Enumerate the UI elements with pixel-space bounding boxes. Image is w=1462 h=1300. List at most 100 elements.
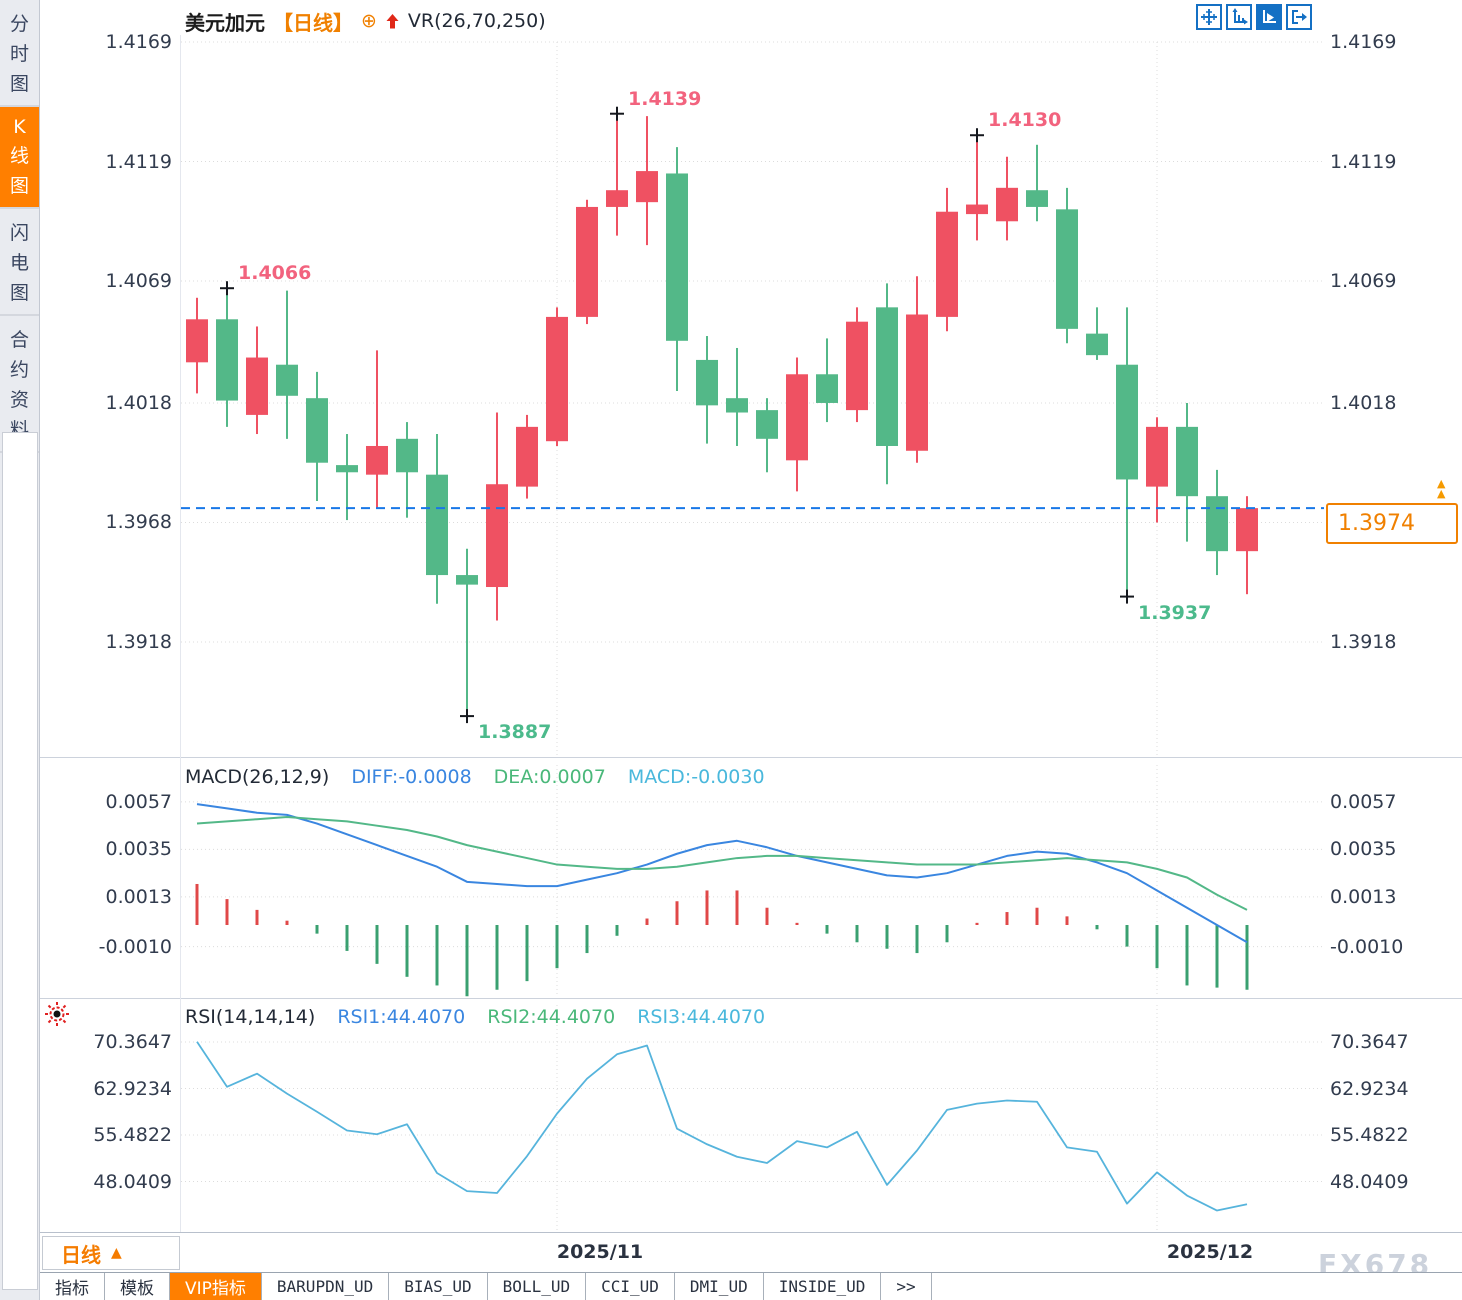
pan-right-icon[interactable] bbox=[1286, 4, 1312, 30]
candle bbox=[186, 319, 208, 363]
macd-axis-label-right: -0.0010 bbox=[1330, 935, 1404, 958]
candle bbox=[576, 206, 598, 317]
macd-diff-value: DIFF:-0.0008 bbox=[351, 766, 472, 788]
rsi-axis-label-left: 48.0409 bbox=[93, 1170, 172, 1193]
bottom-tab--[interactable]: >> bbox=[881, 1273, 932, 1300]
candle bbox=[1116, 364, 1138, 480]
bottom-tab-指标[interactable]: 指标 bbox=[40, 1273, 105, 1300]
price-axis-label-right: 1.4169 bbox=[1330, 31, 1397, 53]
candle bbox=[936, 211, 958, 317]
extreme-price-label-high: 1.4139 bbox=[628, 87, 702, 110]
sidebar-tab-char: 线 bbox=[9, 145, 29, 167]
red-up-arrow-icon bbox=[385, 13, 400, 30]
period-label[interactable]: 日线 bbox=[61, 1242, 101, 1267]
candle bbox=[486, 484, 508, 588]
timeframe-badge[interactable]: 【日线】 bbox=[273, 10, 353, 35]
bottom-tab-vip指标[interactable]: VIP指标 bbox=[170, 1273, 262, 1300]
sidebar-tab-char: 约 bbox=[9, 359, 29, 381]
period-arrow-icon[interactable]: ▲ bbox=[111, 1245, 122, 1261]
candle bbox=[546, 316, 568, 442]
bottom-tab-模板[interactable]: 模板 bbox=[105, 1273, 170, 1300]
sidebar-tab-char: 时 bbox=[9, 43, 29, 65]
macd-axis-label-left: 0.0057 bbox=[105, 790, 172, 813]
rsi-axis-label-left: 70.3647 bbox=[93, 1031, 172, 1053]
auto-scroll-icon[interactable] bbox=[1256, 4, 1282, 30]
period-selector[interactable]: 日线 ▲ bbox=[42, 1236, 180, 1270]
sidebar-tab-char: 资 bbox=[9, 389, 29, 411]
sidebar-tab-char: 分 bbox=[9, 13, 29, 35]
macd-title[interactable]: MACD(26,12,9) bbox=[185, 766, 330, 788]
candle bbox=[1146, 426, 1168, 487]
sidebar-tab-char: 电 bbox=[9, 252, 29, 274]
rsi-axis-label-right: 55.4822 bbox=[1330, 1124, 1409, 1146]
rsi-title[interactable]: RSI(14,14,14) bbox=[185, 1006, 316, 1028]
sidebar-tab-char: 闪 bbox=[9, 222, 29, 244]
candle bbox=[846, 321, 868, 411]
axis-scale-icon[interactable] bbox=[1226, 4, 1252, 30]
sidebar-tab-char: 图 bbox=[9, 175, 29, 197]
sidebar-tab-char: 图 bbox=[9, 73, 29, 95]
macd-axis-label-right: 0.0013 bbox=[1330, 885, 1397, 908]
rsi-header: RSI(14,14,14) RSI1:44.4070 RSI2:44.4070 … bbox=[185, 1006, 765, 1030]
price-axis-label-right: 1.3918 bbox=[1330, 631, 1397, 653]
candle bbox=[366, 445, 388, 475]
sidebar-tab-char: 图 bbox=[9, 282, 29, 304]
candle bbox=[1026, 190, 1048, 207]
chart-header: 美元加元 【日线】 ⊕ VR(26,70,250) bbox=[185, 8, 546, 35]
price-axis-label-left: 1.3968 bbox=[105, 511, 172, 534]
candle bbox=[606, 190, 628, 207]
time-axis-label: 2025/11 bbox=[556, 1241, 644, 1263]
rsi-axis-label-right: 70.3647 bbox=[1330, 1031, 1409, 1053]
candle bbox=[816, 374, 838, 403]
last-price-tag: 1.3974 bbox=[1326, 503, 1458, 544]
rsi-axis-label-right: 48.0409 bbox=[1330, 1170, 1409, 1193]
candle bbox=[906, 314, 928, 451]
macd-axis-label-right: 0.0035 bbox=[1330, 838, 1397, 861]
extreme-price-label-high: 1.4130 bbox=[988, 109, 1062, 132]
time-axis-label: 2025/12 bbox=[1166, 1241, 1254, 1263]
symbol-title: 美元加元 bbox=[185, 10, 265, 35]
macd-axis-label-left: 0.0013 bbox=[105, 885, 172, 908]
candle bbox=[996, 187, 1018, 222]
rsi3-value: RSI3:44.4070 bbox=[637, 1006, 766, 1028]
rsi1-value: RSI1:44.4070 bbox=[337, 1006, 466, 1028]
bottom-tab-bias-ud[interactable]: BIAS_UD bbox=[389, 1273, 488, 1300]
candle bbox=[1056, 209, 1078, 329]
bottom-tab-dmi-ud[interactable]: DMI_UD bbox=[675, 1273, 764, 1300]
macd-bar-value: MACD:-0.0030 bbox=[627, 766, 765, 788]
candle bbox=[726, 398, 748, 413]
candle bbox=[276, 364, 298, 396]
overlay-indicator-label: VR(26,70,250) bbox=[407, 10, 546, 32]
sidebar-tab-1[interactable]: 分时图 bbox=[0, 0, 39, 107]
sidebar-tab-3[interactable]: 闪电图 bbox=[0, 209, 39, 316]
bottom-tab-boll-ud[interactable]: BOLL_UD bbox=[488, 1273, 587, 1300]
candle bbox=[216, 319, 238, 401]
price-axis-label-left: 1.4069 bbox=[105, 270, 172, 293]
circle-plus-icon[interactable]: ⊕ bbox=[361, 10, 377, 32]
candle bbox=[1206, 496, 1228, 552]
bottom-tab-cci-ud[interactable]: CCI_UD bbox=[586, 1273, 675, 1300]
price-up-marker-icon: ▲ bbox=[1437, 477, 1446, 490]
candle bbox=[876, 307, 898, 446]
candle bbox=[516, 426, 538, 487]
candle bbox=[336, 465, 358, 473]
rsi-axis-label-right: 62.9234 bbox=[1330, 1077, 1409, 1100]
move-crosshair-icon[interactable] bbox=[1196, 4, 1222, 30]
candle bbox=[426, 474, 448, 576]
sidebar-empty-panel bbox=[2, 432, 38, 1290]
macd-axis-label-right: 0.0057 bbox=[1330, 790, 1397, 813]
candle bbox=[396, 438, 418, 473]
price-axis-label-left: 1.4169 bbox=[105, 31, 172, 53]
macd-header: MACD(26,12,9) DIFF:-0.0008 DEA:0.0007 MA… bbox=[185, 766, 765, 790]
rsi2-value: RSI2:44.4070 bbox=[487, 1006, 616, 1028]
bottom-tab-barupdn-ud[interactable]: BARUPDN_UD bbox=[262, 1273, 390, 1300]
price-axis-label-right: 1.4119 bbox=[1330, 150, 1397, 173]
price-axis-label-left: 1.3918 bbox=[105, 631, 172, 653]
extreme-price-label-low: 1.3937 bbox=[1138, 601, 1212, 624]
candle bbox=[456, 575, 478, 585]
chart-toolbar-icons bbox=[1196, 4, 1312, 30]
price-axis-label-right: 1.4069 bbox=[1330, 270, 1397, 293]
bottom-tab-inside-ud[interactable]: INSIDE_UD bbox=[764, 1273, 882, 1300]
